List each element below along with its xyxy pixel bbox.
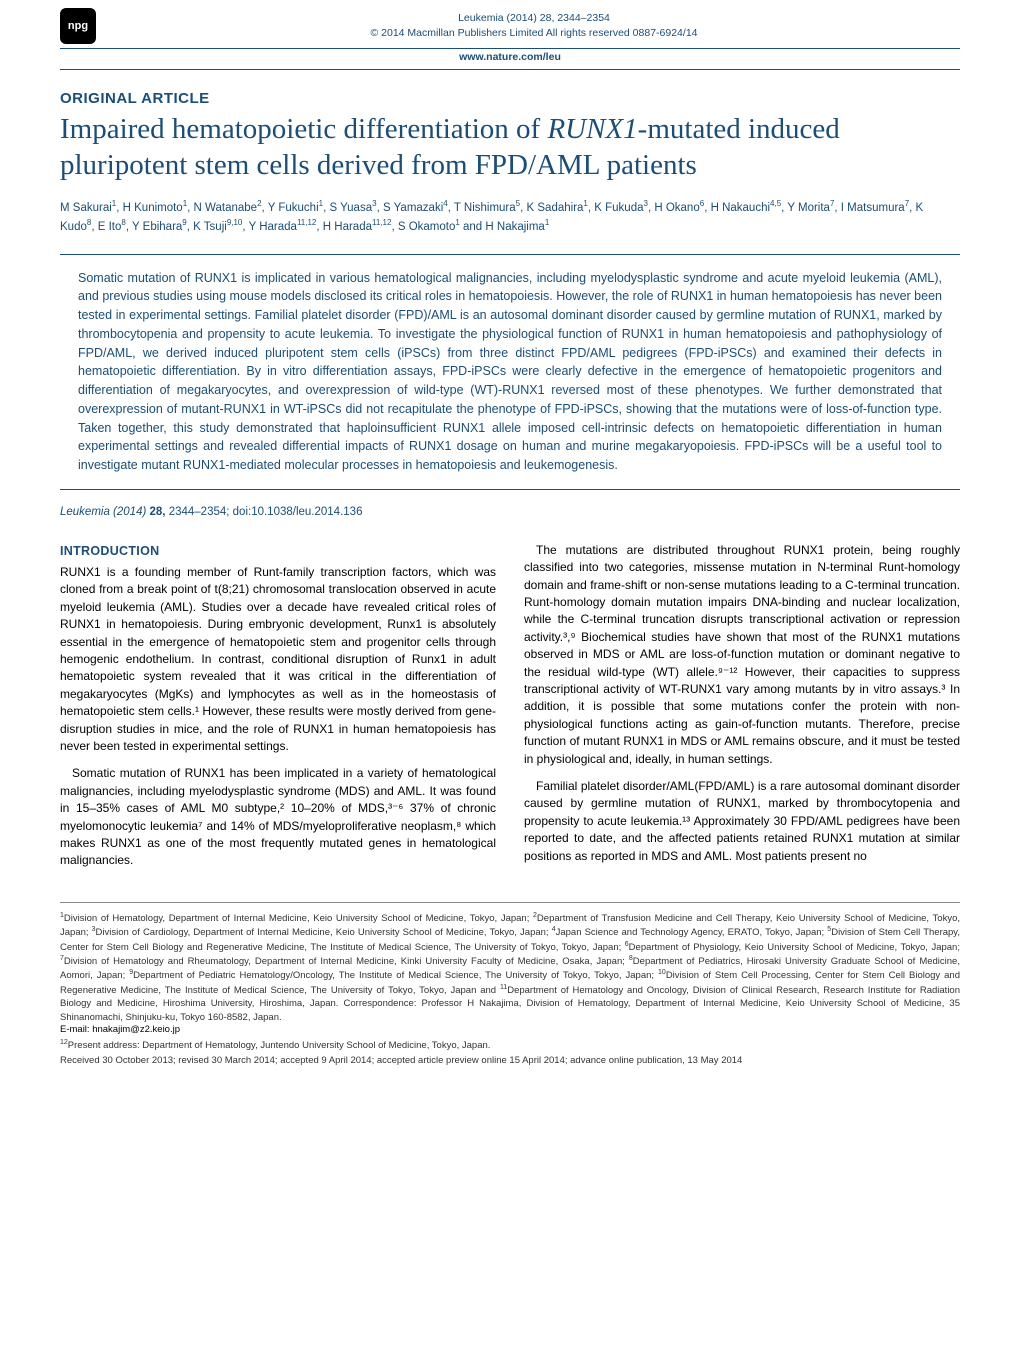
article-title: Impaired hematopoietic differentiation o… (0, 111, 1020, 198)
journal-info: Leukemia (2014) 28, 2344–2354 © 2014 Mac… (108, 11, 960, 40)
correspondence-email: E-mail: hnakajim@z2.keio.jp (60, 1024, 960, 1035)
journal-website: www.nature.com/leu (60, 48, 960, 70)
right-column: The mutations are distributed throughout… (524, 542, 960, 880)
article-type-label: ORIGINAL ARTICLE (0, 90, 1020, 111)
copyright-line: © 2014 Macmillan Publishers Limited All … (108, 26, 960, 41)
intro-paragraph-3: The mutations are distributed throughout… (524, 542, 960, 768)
intro-paragraph-2: Somatic mutation of RUNX1 has been impli… (60, 765, 496, 869)
author-affiliations: 1Division of Hematology, Department of I… (60, 902, 960, 1024)
article-dates: Received 30 October 2013; revised 30 Mar… (60, 1055, 960, 1066)
intro-paragraph-1: RUNX1 is a founding member of Runt-famil… (60, 564, 496, 755)
present-address: 12Present address: Department of Hematol… (60, 1039, 960, 1051)
article-citation: Leukemia (2014) 28, 2344–2354; doi:10.10… (0, 500, 1020, 542)
body-columns: INTRODUCTION RUNX1 is a founding member … (0, 542, 1020, 880)
author-list: M Sakurai1, H Kunimoto1, N Watanabe2, Y … (0, 198, 1020, 254)
publisher-logo: npg (60, 8, 96, 44)
intro-paragraph-4: Familial platelet disorder/AML(FPD/AML) … (524, 778, 960, 865)
abstract: Somatic mutation of RUNX1 is implicated … (60, 254, 960, 490)
abstract-text: Somatic mutation of RUNX1 is implicated … (78, 271, 942, 473)
journal-citation-line: Leukemia (2014) 28, 2344–2354 (108, 11, 960, 26)
introduction-heading: INTRODUCTION (60, 542, 496, 560)
left-column: INTRODUCTION RUNX1 is a founding member … (60, 542, 496, 880)
